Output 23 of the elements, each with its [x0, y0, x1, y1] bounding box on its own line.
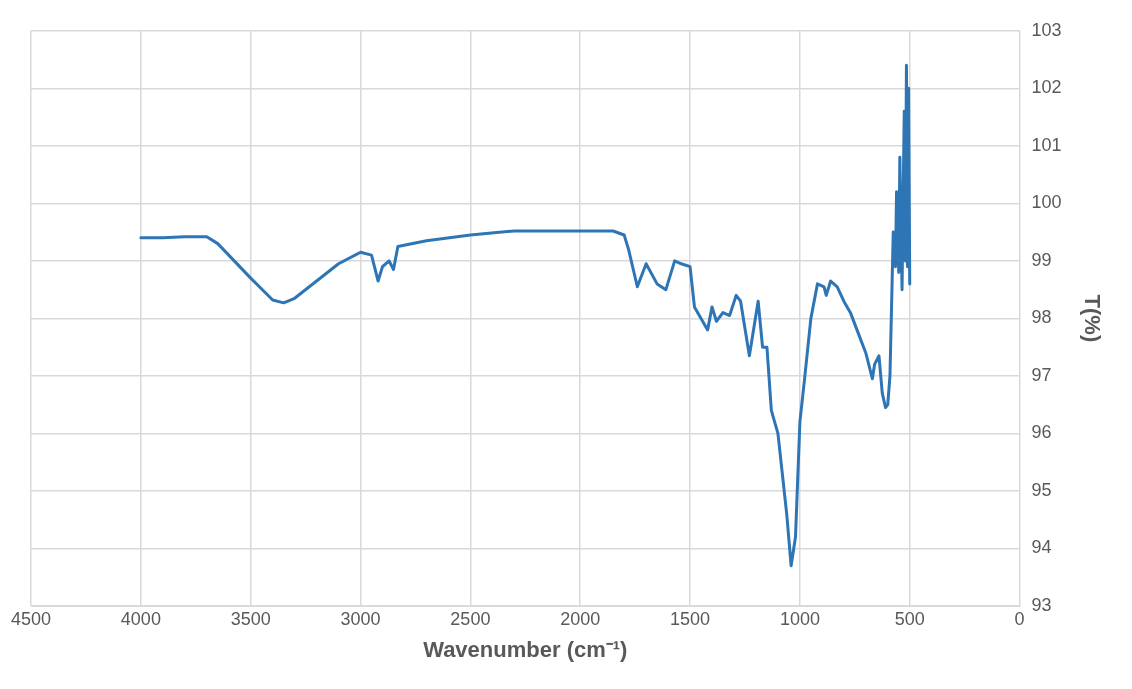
y-tick-label: 96	[1031, 422, 1052, 443]
y-tick-label: 101	[1031, 134, 1062, 155]
x-tick-label: 1000	[779, 608, 820, 629]
x-axis-title: Wavenumber (cm⁻¹)	[423, 636, 628, 662]
y-tick-label: 93	[1031, 594, 1052, 615]
y-tick-label: 95	[1031, 479, 1052, 500]
x-tick-label: 500	[894, 608, 925, 629]
y-tick-label: 102	[1031, 77, 1062, 98]
x-tick-label: 1500	[670, 608, 711, 629]
y-tick-label: 97	[1031, 364, 1052, 385]
y-tick-label: 100	[1031, 192, 1062, 213]
y-tick-label: 98	[1031, 307, 1052, 328]
x-tick-label: 4500	[11, 608, 52, 629]
x-tick-label: 0	[1014, 608, 1025, 629]
x-tick-label: 3000	[340, 608, 381, 629]
x-tick-label: 3500	[230, 608, 271, 629]
x-tick-label: 4000	[120, 608, 161, 629]
x-tick-label: 2000	[560, 608, 601, 629]
y-tick-label: 94	[1031, 537, 1052, 558]
x-tick-label: 2500	[450, 608, 491, 629]
y-axis-title: T(%)	[1079, 294, 1105, 343]
y-tick-label: 99	[1031, 249, 1052, 270]
y-tick-label: 103	[1031, 19, 1062, 40]
